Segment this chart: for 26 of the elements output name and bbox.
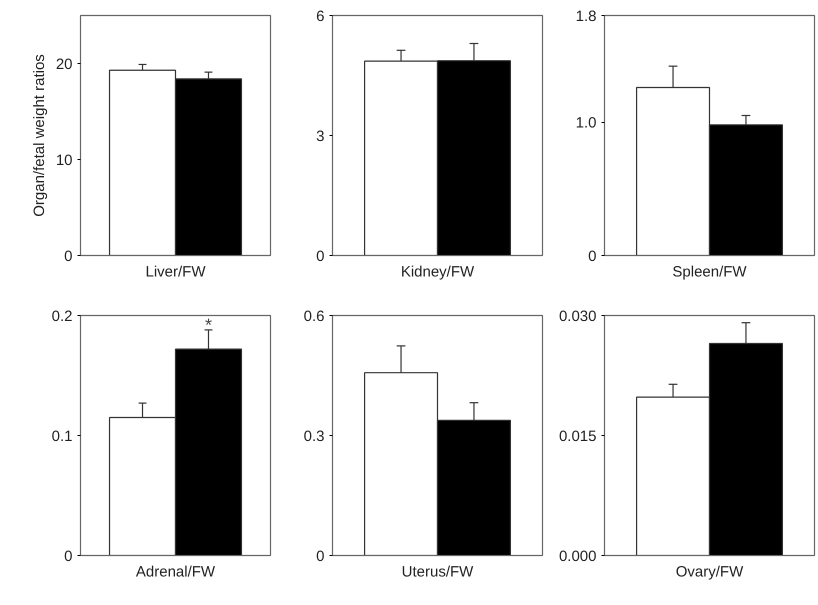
y-tick-label: 1.8 (576, 8, 597, 25)
y-tick-label: 0 (316, 248, 324, 265)
y-tick-label: 0.030 (558, 308, 597, 325)
y-tick-label: 0 (64, 248, 72, 265)
y-tick-label: 6 (316, 8, 324, 25)
y-tick-label: 1.0 (576, 114, 597, 132)
x-axis-title: Liver/FW (146, 264, 206, 280)
y-axis-title: Organ/fetal weight ratios (30, 54, 48, 217)
y-tick-label: 0.1 (52, 428, 73, 445)
y-tick-label: 20 (56, 56, 73, 73)
y-tick-label: 0.3 (304, 428, 325, 445)
x-axis-title: Uterus/FW (402, 564, 474, 580)
annotation: * (204, 315, 212, 336)
y-tick-label: 0 (64, 548, 72, 565)
y-tick-label: 0 (588, 248, 596, 265)
y-tick-label: 0 (316, 548, 324, 565)
x-axis-title: Ovary/FW (676, 564, 744, 580)
y-tick-label: 0.2 (52, 308, 73, 325)
y-tick-label: 10 (56, 152, 73, 169)
y-tick-label: 0.6 (304, 308, 325, 325)
x-axis-title: Kidney/FW (400, 264, 476, 280)
y-tick-label: 0.000 (558, 548, 597, 565)
y-tick-label: 0.015 (558, 428, 597, 445)
x-axis-title: Spleen/FW (672, 264, 748, 280)
x-axis-title: Adrenal/FW (136, 564, 216, 580)
y-tick-label: 3 (316, 128, 324, 145)
